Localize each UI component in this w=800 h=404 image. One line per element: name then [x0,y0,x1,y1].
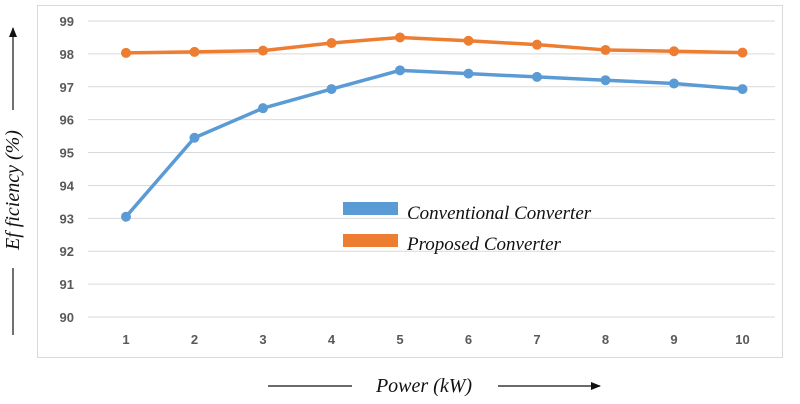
y-tick-labels: 90 91 92 93 94 95 96 97 98 99 [60,14,75,325]
data-point-conventional [395,65,405,76]
data-point-proposed [189,46,200,57]
legend-label-conventional: Conventional Converter [407,203,592,224]
x-tick-label: 10 [735,332,749,347]
data-point-conventional [737,84,748,95]
y-tick-label: 92 [60,244,74,259]
series-line-conventional [124,68,745,219]
y-tick-label: 97 [60,80,74,95]
data-point-conventional [532,71,542,82]
y-tick-label: 93 [60,211,74,226]
x-tick-label: 9 [670,332,677,347]
data-point-proposed [395,32,405,43]
data-point-conventional [463,68,474,79]
data-point-conventional [669,78,679,89]
legend-swatch-proposed [343,234,398,247]
legend-label-proposed: Proposed Converter [406,234,562,255]
y-tick-label: 95 [60,146,74,161]
data-point-proposed [669,46,679,57]
data-point-conventional [189,132,200,143]
y-tick-label: 96 [60,113,74,128]
series-lines [121,32,748,222]
series-line-proposed [124,35,745,55]
data-point-proposed [600,44,611,55]
y-tick-label: 91 [60,277,74,292]
x-tick-label: 5 [396,332,403,347]
data-point-proposed [532,39,542,50]
gridlines [88,20,775,318]
legend-swatch-conventional [343,202,398,215]
x-tick-labels: 1 2 3 4 5 6 7 8 9 10 [122,332,749,347]
y-axis-title: Ef ficiency (%) [2,130,24,251]
x-tick-label: 4 [328,332,336,347]
y-tick-label: 94 [60,178,75,193]
data-point-conventional [121,211,131,222]
y-tick-label: 90 [60,310,74,325]
x-tick-label: 8 [602,332,609,347]
x-tick-label: 3 [259,332,266,347]
y-tick-label: 99 [60,14,74,29]
x-tick-label: 6 [465,332,472,347]
data-point-proposed [121,47,131,58]
legend: Conventional Converter Proposed Converter [343,202,592,255]
data-point-proposed [737,47,748,58]
data-point-conventional [600,75,611,86]
data-point-proposed [326,38,337,49]
x-tick-label: 2 [191,332,198,347]
chart-frame [37,5,783,358]
x-tick-label: 1 [122,332,129,347]
x-tick-label: 7 [533,332,540,347]
x-axis-title: Power (kW) [375,375,472,397]
data-point-proposed [463,35,474,46]
y-tick-label: 98 [60,47,74,62]
data-point-proposed [258,45,268,56]
data-point-conventional [258,103,268,114]
data-point-conventional [326,84,337,95]
